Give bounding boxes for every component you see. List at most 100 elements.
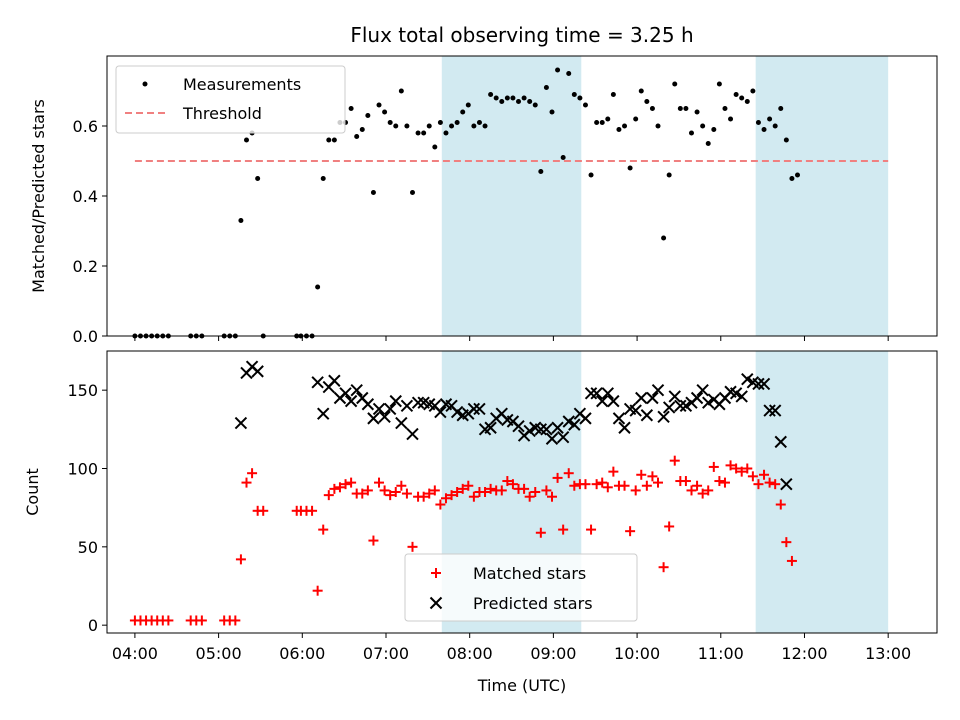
matched-star-point bbox=[407, 541, 418, 552]
matched-star-point bbox=[653, 477, 664, 488]
predicted-star-point bbox=[696, 383, 709, 397]
measurement-point bbox=[482, 123, 488, 129]
predicted-star-point bbox=[378, 410, 391, 424]
measurement-point bbox=[649, 106, 655, 111]
predicted-star-point bbox=[251, 365, 264, 378]
matched-star-point bbox=[401, 488, 412, 499]
x-tick-label: 08:00 bbox=[447, 644, 493, 663]
measurement-point bbox=[504, 95, 510, 101]
matched-star-point bbox=[725, 460, 736, 471]
measurement-point bbox=[255, 176, 261, 181]
predicted-star-point bbox=[350, 383, 363, 397]
predicted-star-point bbox=[512, 419, 525, 433]
matched-star-point bbox=[569, 480, 580, 491]
matched-star-point bbox=[552, 472, 563, 483]
predicted-star-point bbox=[339, 387, 352, 400]
measurement-point bbox=[627, 165, 633, 171]
top-y-tick-label: 0.2 bbox=[73, 257, 98, 276]
matched-star-point bbox=[541, 485, 552, 496]
measurement-point bbox=[238, 218, 244, 223]
chart-title: Flux total observing time = 3.25 h bbox=[350, 23, 693, 47]
predicted-star-point bbox=[400, 399, 414, 413]
matched-star-point bbox=[258, 505, 269, 516]
predicted-star-point bbox=[752, 377, 765, 391]
bottom-shaded-interval-2 bbox=[755, 351, 889, 633]
matched-star-point bbox=[424, 488, 435, 499]
measurement-point bbox=[527, 99, 533, 104]
measurement-point bbox=[549, 109, 555, 115]
matched-star-point bbox=[196, 615, 207, 626]
matched-star-point bbox=[362, 485, 373, 496]
measurement-point bbox=[694, 109, 700, 115]
measurement-point bbox=[783, 137, 789, 143]
measurement-point bbox=[376, 102, 382, 108]
matched-star-point bbox=[563, 468, 574, 479]
predicted-star-point bbox=[434, 405, 447, 419]
matched-star-point bbox=[502, 476, 513, 487]
measurement-point bbox=[348, 106, 354, 111]
predicted-star-point bbox=[668, 390, 681, 403]
matched-star-point bbox=[586, 524, 597, 535]
matched-star-point bbox=[368, 535, 379, 546]
matched-star-point bbox=[235, 554, 246, 565]
predicted-star-point bbox=[317, 407, 330, 420]
matched-star-point bbox=[591, 479, 602, 490]
measurement-point bbox=[398, 88, 404, 94]
measurement-point bbox=[599, 120, 605, 125]
bottom-legend: Matched stars Predicted stars bbox=[404, 553, 638, 622]
matched-star-point bbox=[496, 485, 507, 496]
matched-star-point bbox=[708, 461, 719, 472]
measurement-point bbox=[772, 123, 778, 129]
matched-star-point bbox=[664, 521, 675, 532]
measurement-point bbox=[243, 137, 249, 143]
predicted-star-point bbox=[568, 418, 581, 431]
x-tick-label: 05:00 bbox=[196, 644, 242, 663]
measurement-point bbox=[432, 144, 438, 150]
measurement-point bbox=[755, 120, 761, 125]
predicted-star-point bbox=[361, 398, 375, 411]
predicted-star-point bbox=[735, 390, 748, 403]
predicted-star-point bbox=[383, 402, 397, 416]
predicted-star-point bbox=[651, 383, 665, 397]
matched-star-point bbox=[318, 524, 329, 535]
matched-star-point bbox=[485, 483, 496, 494]
matched-star-point bbox=[736, 466, 747, 477]
matched-star-point bbox=[390, 487, 401, 497]
matched-star-point bbox=[546, 491, 557, 502]
predicted-star-point bbox=[584, 387, 598, 400]
measurement-point bbox=[382, 109, 388, 115]
measurement-point bbox=[460, 109, 466, 115]
bottom-y-tick-label: 50 bbox=[78, 538, 98, 557]
bottom-y-tick-label: 100 bbox=[67, 460, 98, 479]
legend-threshold-label: Threshold bbox=[182, 104, 262, 123]
measurement-point bbox=[359, 127, 365, 132]
predicted-star-point bbox=[596, 394, 609, 408]
matched-star-point bbox=[323, 490, 334, 501]
matched-star-point bbox=[446, 490, 457, 501]
measurement-point bbox=[722, 106, 728, 111]
predicted-star-point bbox=[780, 477, 793, 491]
measurement-point bbox=[744, 99, 750, 104]
matched-star-point bbox=[418, 491, 429, 502]
measurement-point bbox=[499, 99, 505, 104]
matched-star-point bbox=[602, 482, 613, 493]
top-panel: 0.0 0.2 0.4 0.6 Matched/Predicted stars Mea… bbox=[29, 55, 938, 346]
matched-star-point bbox=[519, 483, 530, 494]
measurement-point bbox=[421, 130, 427, 136]
matched-star-point bbox=[770, 479, 781, 490]
measurement-point bbox=[315, 284, 321, 290]
matched-star-point bbox=[374, 477, 385, 488]
matched-star-point bbox=[658, 562, 669, 573]
matched-star-point bbox=[619, 480, 630, 491]
measurement-point bbox=[510, 95, 516, 101]
x-tick-label: 04:00 bbox=[112, 644, 158, 663]
matched-star-point bbox=[680, 476, 691, 487]
bottom-legend-box bbox=[404, 553, 638, 622]
measurement-point bbox=[493, 95, 499, 101]
predicted-star-point bbox=[635, 391, 648, 405]
predicted-star-point bbox=[579, 412, 592, 425]
matched-star-point bbox=[781, 537, 792, 548]
predicted-star-point bbox=[640, 409, 654, 422]
measurement-point bbox=[767, 116, 773, 122]
